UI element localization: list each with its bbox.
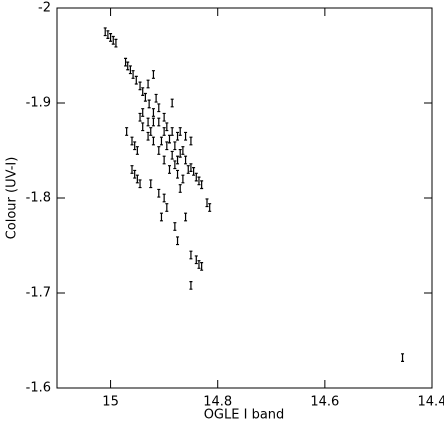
error-bar bbox=[162, 193, 166, 203]
error-bar bbox=[170, 150, 174, 160]
error-bar bbox=[111, 35, 115, 45]
error-bar bbox=[192, 167, 196, 176]
error-bar bbox=[146, 131, 150, 141]
error-bar bbox=[173, 222, 177, 231]
error-bar bbox=[128, 65, 132, 75]
error-bar bbox=[149, 179, 153, 189]
plot-frame bbox=[56, 7, 433, 389]
error-bar bbox=[138, 81, 142, 91]
error-bar bbox=[141, 87, 145, 96]
error-bar bbox=[194, 172, 198, 182]
error-bar bbox=[176, 155, 180, 165]
error-bar bbox=[135, 174, 139, 184]
error-bar bbox=[157, 188, 161, 198]
error-bar bbox=[208, 203, 212, 212]
error-bar bbox=[151, 108, 155, 117]
error-bar bbox=[138, 179, 142, 189]
error-bar bbox=[131, 70, 135, 79]
y-axis-label: Colour (UV-I) bbox=[5, 157, 20, 240]
y-tick-label: -1.6 bbox=[26, 381, 51, 396]
error-bar bbox=[186, 165, 190, 174]
error-bar bbox=[151, 70, 155, 79]
error-bar bbox=[165, 203, 169, 212]
error-bar bbox=[197, 260, 201, 269]
error-bar bbox=[106, 30, 110, 39]
error-bar bbox=[194, 255, 198, 265]
error-bar bbox=[170, 127, 174, 136]
error-bar bbox=[126, 61, 130, 71]
error-bar bbox=[184, 212, 188, 222]
error-bar bbox=[168, 134, 171, 144]
error-bar bbox=[130, 136, 134, 146]
error-bar bbox=[205, 198, 209, 208]
error-bar bbox=[178, 148, 182, 158]
error-bar bbox=[157, 146, 161, 155]
error-bar bbox=[149, 127, 153, 136]
error-bar bbox=[135, 146, 139, 155]
error-bar bbox=[114, 38, 118, 48]
error-bar bbox=[162, 112, 166, 122]
error-bar bbox=[189, 281, 193, 290]
y-tick-label: -2 bbox=[38, 1, 51, 16]
error-bar bbox=[141, 122, 145, 132]
error-bar bbox=[168, 165, 171, 174]
error-bar bbox=[181, 146, 185, 155]
x-tick-label: 15 bbox=[102, 395, 119, 410]
error-bar bbox=[151, 136, 155, 146]
y-tick-label: -1.9 bbox=[26, 96, 51, 111]
error-bar bbox=[184, 131, 188, 141]
error-bar bbox=[184, 155, 188, 165]
error-bar bbox=[176, 236, 180, 246]
error-bar bbox=[401, 353, 405, 362]
error-bar bbox=[130, 165, 134, 174]
error-bar bbox=[200, 262, 204, 271]
error-bar bbox=[133, 141, 137, 151]
error-bar bbox=[197, 176, 201, 186]
error-bar bbox=[124, 57, 128, 67]
y-tick-label: -1.7 bbox=[26, 286, 51, 301]
error-bar bbox=[165, 141, 169, 151]
error-bar bbox=[189, 250, 193, 260]
error-bar bbox=[178, 127, 182, 136]
error-bar bbox=[157, 117, 161, 127]
x-tick-label: 14.8 bbox=[203, 395, 232, 410]
error-bar bbox=[125, 127, 129, 136]
error-bar bbox=[159, 212, 163, 222]
error-bar bbox=[143, 92, 147, 102]
error-bar bbox=[176, 131, 180, 141]
error-bar bbox=[178, 184, 182, 193]
error-bar bbox=[146, 117, 150, 127]
error-bar bbox=[146, 79, 150, 89]
y-tick-label: -1.8 bbox=[26, 191, 51, 206]
error-bar bbox=[173, 160, 177, 170]
error-bar bbox=[181, 174, 185, 184]
x-tick-label: 14.4 bbox=[418, 395, 444, 410]
error-bar bbox=[173, 141, 177, 151]
error-bar bbox=[151, 117, 155, 127]
error-bar bbox=[159, 136, 163, 146]
x-axis-label: OGLE I band bbox=[204, 408, 285, 423]
error-bar bbox=[189, 163, 193, 172]
error-bar bbox=[154, 93, 158, 103]
error-bar bbox=[138, 112, 142, 122]
error-bar bbox=[176, 169, 180, 179]
error-bar bbox=[134, 75, 138, 85]
error-bar bbox=[103, 27, 107, 37]
error-bar bbox=[141, 108, 145, 117]
error-bar bbox=[133, 169, 137, 179]
error-bar bbox=[109, 33, 113, 42]
error-bar bbox=[200, 180, 204, 190]
error-bar bbox=[162, 155, 166, 165]
error-bar bbox=[189, 136, 193, 146]
error-bar bbox=[165, 122, 169, 132]
error-bar bbox=[147, 99, 151, 109]
error-bar bbox=[162, 127, 166, 136]
error-bar bbox=[170, 98, 174, 108]
x-tick-label: 14.6 bbox=[310, 395, 339, 410]
error-bar bbox=[157, 103, 161, 113]
